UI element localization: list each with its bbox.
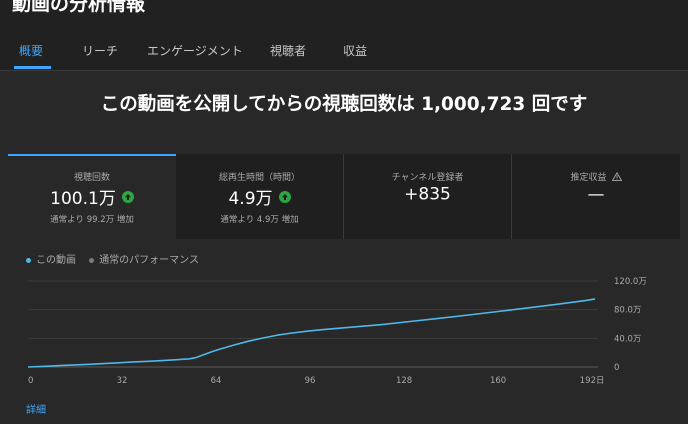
metric-value: 4.9万 — [228, 189, 273, 209]
metric-value: 100.1万 — [50, 189, 116, 209]
metric-value: — — [587, 184, 605, 205]
y-tick-label: 120.0万 — [614, 277, 647, 287]
tab-audience[interactable]: 視聴者 — [270, 44, 307, 58]
metric-label: 視聴回数 — [73, 173, 110, 183]
metric-card-revenue[interactable]: 推定収益 — — [512, 154, 680, 239]
legend-item-this-video[interactable]: この動画 — [26, 251, 76, 266]
metric-comparison: 通常より 4.9万 増加 — [220, 215, 299, 225]
legend-item-typical[interactable]: 通常のパフォーマンス — [89, 251, 199, 266]
metric-card-watch-time[interactable]: 総再生時間（時間） 4.9万 通常より 4.9万 増加 — [176, 154, 344, 239]
y-tick-label: 40.0万 — [614, 334, 641, 344]
selected-card-indicator — [8, 154, 176, 156]
metric-value: +835 — [404, 184, 451, 205]
x-tick-label: 192日 — [580, 376, 605, 386]
arrow-up-icon — [278, 190, 291, 203]
tab-engagement[interactable]: エンゲージメント — [147, 44, 243, 58]
summary-headline: この動画を公開してからの視聴回数は 1,000,723 回です — [100, 94, 588, 115]
metric-label: チャンネル登録者 — [391, 173, 464, 183]
x-tick-label: 160 — [490, 376, 506, 386]
arrow-up-icon — [121, 190, 134, 203]
x-tick-label: 64 — [211, 376, 222, 386]
warning-icon — [611, 171, 622, 184]
header-bar: 動画の分析情報 概要 リーチ エンゲージメント 視聴者 収益 — [0, 0, 688, 71]
tab-revenue[interactable]: 収益 — [343, 44, 368, 58]
active-tab-indicator — [14, 66, 51, 69]
tab-overview[interactable]: 概要 — [19, 44, 44, 58]
metric-label: 総再生時間（時間） — [218, 173, 300, 183]
series-line-this-video — [27, 298, 596, 368]
y-tick-label: 80.0万 — [614, 306, 641, 316]
metric-cards: 視聴回数 100.1万 通常より 99.2万 増加 総再生時間（時間） 4.9万… — [8, 154, 680, 239]
metric-card-subscribers[interactable]: チャンネル登録者 +835 — [344, 154, 512, 239]
metric-card-views[interactable]: 視聴回数 100.1万 通常より 99.2万 増加 — [8, 154, 176, 239]
metric-label: 推定収益 — [570, 173, 607, 183]
chart-legend: この動画 通常のパフォーマンス — [26, 251, 209, 266]
details-link[interactable]: 詳細 — [26, 405, 46, 416]
legend-dot-icon — [26, 257, 31, 263]
x-tick-label: 128 — [396, 376, 412, 386]
x-tick-label: 0 — [28, 376, 33, 386]
metric-comparison: 通常より 99.2万 増加 — [50, 215, 134, 225]
tab-reach[interactable]: リーチ — [82, 44, 119, 58]
x-tick-label: 32 — [117, 376, 128, 386]
page-title: 動画の分析情報 — [12, 0, 146, 15]
legend-dot-icon — [89, 257, 95, 263]
y-tick-label: 0 — [614, 363, 619, 373]
x-tick-label: 96 — [305, 376, 316, 386]
